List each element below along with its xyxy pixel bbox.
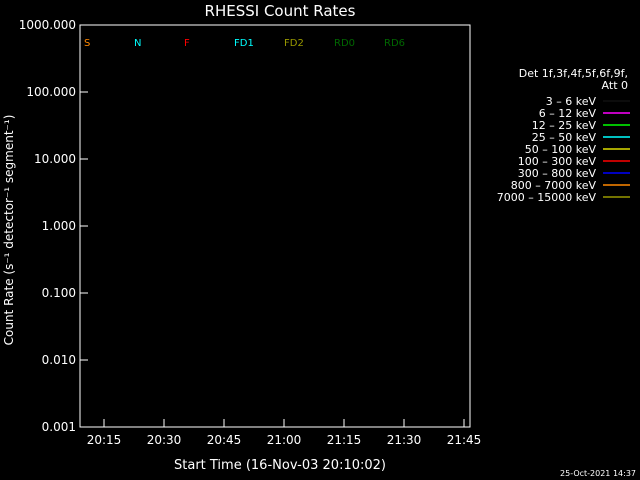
x-axis-ticks: 20:15 20:30 20:45 21:00 21:15 21:30 21:45 xyxy=(87,419,482,447)
state-bar-label: F xyxy=(184,38,190,49)
x-tick-label: 20:45 xyxy=(207,433,242,447)
state-bar-label: S xyxy=(84,38,90,49)
y-axis-label: Count Rate (s⁻¹ detector⁻¹ segment⁻¹) xyxy=(2,115,16,346)
x-tick-label: 21:30 xyxy=(387,433,422,447)
legend-entry-label: 7000 – 15000 keV xyxy=(497,191,597,204)
state-bar-label: FD2 xyxy=(284,38,304,49)
legend-entry-label: 12 – 25 keV xyxy=(532,119,597,132)
legend-entry-label: 25 – 50 keV xyxy=(532,131,597,144)
chart-title: RHESSI Count Rates xyxy=(205,2,356,20)
x-tick-label: 20:15 xyxy=(87,433,122,447)
legend-header: Att 0 xyxy=(602,79,628,92)
y-tick-label: 0.100 xyxy=(42,286,76,300)
y-tick-label: 0.001 xyxy=(42,420,76,434)
state-bar-label: FD1 xyxy=(234,38,254,49)
legend-entry-label: 800 – 7000 keV xyxy=(511,179,597,192)
state-bars: S N F FD1 FD2 RD0 RD6 xyxy=(84,38,405,49)
state-bar-label: N xyxy=(134,38,141,49)
x-tick-label: 21:00 xyxy=(267,433,302,447)
legend-entry-label: 3 – 6 keV xyxy=(546,95,597,108)
legend-header: Det 1f,3f,4f,5f,6f,9f, xyxy=(519,67,628,80)
state-bar-label: RD0 xyxy=(334,38,355,49)
y-axis-ticks: 1000.000 100.000 10.000 1.000 0.100 0.010 0.00… xyxy=(19,18,88,434)
state-bar-label: RD6 xyxy=(384,38,405,49)
y-tick-label: 100.000 xyxy=(26,85,76,99)
legend-entry-label: 6 – 12 keV xyxy=(539,107,597,120)
x-axis-label: Start Time (16-Nov-03 20:10:02) xyxy=(174,458,386,473)
legend-entry-label: 100 – 300 keV xyxy=(518,155,597,168)
y-tick-label: 1.000 xyxy=(42,219,76,233)
x-tick-label: 21:45 xyxy=(447,433,482,447)
plot-frame xyxy=(79,24,471,428)
legend-entry-label: 50 – 100 keV xyxy=(525,143,597,156)
x-tick-label: 20:30 xyxy=(147,433,182,447)
y-tick-label: 0.010 xyxy=(42,353,76,367)
timestamp: 25-Oct-2021 14:37 xyxy=(560,469,636,478)
y-tick-label: 10.000 xyxy=(34,152,76,166)
x-tick-label: 21:15 xyxy=(327,433,362,447)
y-tick-label: 1000.000 xyxy=(19,18,76,32)
legend-entry-label: 300 – 800 keV xyxy=(518,167,597,180)
